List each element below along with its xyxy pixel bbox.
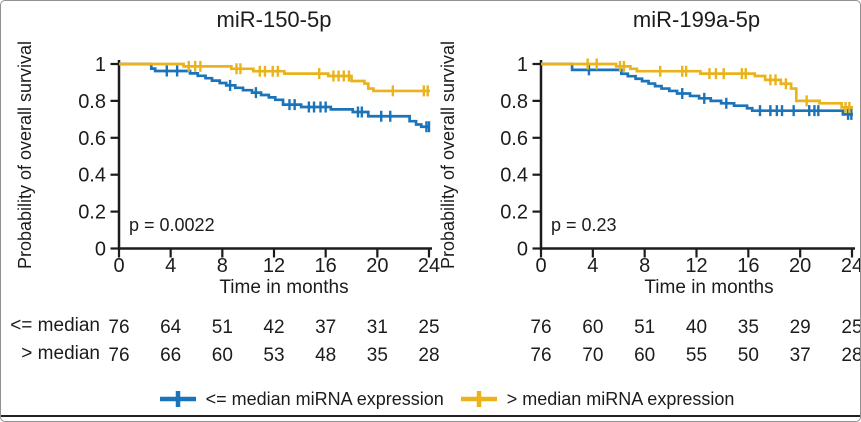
- km-curve-gt-median: [119, 62, 430, 93]
- y-tick-label: 0.6: [500, 128, 528, 150]
- km-curve-gt-median: [541, 62, 853, 109]
- x-tick-label: 20: [789, 255, 811, 277]
- risk-count: 51: [634, 317, 655, 338]
- le-median-line-marker-icon: [159, 391, 196, 407]
- risk-count: 50: [738, 345, 759, 366]
- figure-bottom-rule: [1, 415, 860, 417]
- y-tick-label: 0.6: [78, 128, 106, 150]
- km-curve-le-median: [541, 62, 853, 116]
- x-tick-label: 24: [418, 255, 440, 277]
- y-tick-label: 1: [95, 54, 106, 76]
- risk-count: 55: [686, 345, 707, 366]
- risk-count: 60: [634, 345, 655, 366]
- y-tick-label: 0.8: [500, 91, 528, 113]
- risk-count: 25: [418, 317, 439, 338]
- risk-count: 42: [263, 317, 284, 338]
- legend-item-gt-median: > median miRNA expression: [460, 388, 735, 410]
- risk-count: 40: [686, 317, 707, 338]
- x-axis-label-right: Time in months: [644, 277, 774, 298]
- risk-count: 51: [212, 317, 233, 338]
- risk-count: 37: [790, 345, 811, 366]
- panel-title-mir-199a-5p: miR-199a-5p: [632, 7, 761, 32]
- x-tick-label: 8: [217, 255, 228, 277]
- x-tick-label: 16: [315, 255, 337, 277]
- risk-count: 76: [530, 345, 551, 366]
- risk-count: 28: [841, 345, 861, 366]
- risk-count: 76: [108, 345, 129, 366]
- risk-count: 37: [315, 317, 336, 338]
- panel-title-mir-150-5p: miR-150-5p: [216, 7, 332, 32]
- x-tick-label: 4: [587, 255, 598, 277]
- risk-row-label-le-median: <= median: [10, 315, 100, 336]
- y-tick-label: 0.4: [500, 165, 528, 187]
- risk-count: 76: [530, 317, 551, 338]
- risk-count: 76: [108, 317, 129, 338]
- x-tick-label: 24: [841, 255, 861, 277]
- risk-count: 35: [367, 345, 388, 366]
- risk-count: 25: [841, 317, 861, 338]
- gt-median-line-marker-icon: [460, 391, 497, 407]
- legend-label-gt-median: > median miRNA expression: [506, 389, 735, 409]
- legend-label-le-median: <= median miRNA expression: [205, 389, 444, 409]
- risk-count: 66: [160, 345, 181, 366]
- legend: <= median miRNA expression > median miRN…: [1, 388, 860, 410]
- risk-count: 53: [263, 345, 284, 366]
- x-tick-label: 8: [639, 255, 650, 277]
- y-tick-label: 0.4: [78, 165, 106, 187]
- x-tick-label: 20: [366, 255, 388, 277]
- x-tick-label: 12: [685, 255, 707, 277]
- x-tick-label: 16: [737, 255, 759, 277]
- y-tick-label: 0.2: [500, 202, 528, 224]
- x-tick-label: 4: [165, 255, 176, 277]
- y-tick-label: 1: [517, 54, 528, 76]
- risk-count: 31: [367, 317, 388, 338]
- risk-count: 64: [160, 317, 182, 338]
- p-value-mir-150-5p: p = 0.0022: [129, 215, 215, 235]
- legend-item-le-median: <= median miRNA expression: [159, 388, 444, 410]
- risk-count: 35: [738, 317, 759, 338]
- risk-count: 29: [790, 317, 811, 338]
- risk-count: 48: [315, 345, 336, 366]
- x-axis-label-left: Time in months: [219, 277, 349, 298]
- x-tick-label: 12: [263, 255, 285, 277]
- x-tick-label: 0: [535, 255, 546, 277]
- y-tick-label: 0: [95, 239, 106, 261]
- risk-count: 60: [212, 345, 233, 366]
- x-tick-label: 0: [113, 255, 124, 277]
- risk-count: 60: [582, 317, 603, 338]
- risk-count: 28: [418, 345, 439, 366]
- y-tick-label: 0.8: [78, 91, 106, 113]
- y-tick-label: 0.2: [78, 202, 106, 224]
- p-value-mir-199a-5p: p = 0.23: [551, 215, 617, 235]
- risk-count: 70: [582, 345, 603, 366]
- y-tick-label: 0: [517, 239, 528, 261]
- risk-row-label-gt-median: > median: [21, 343, 100, 364]
